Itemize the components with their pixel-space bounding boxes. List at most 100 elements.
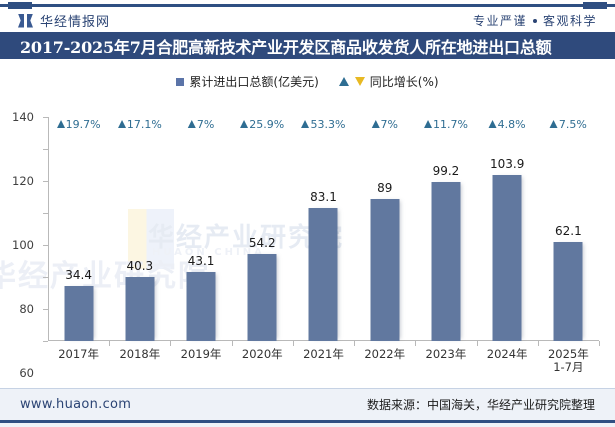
x-axis-category-label: 2023年 bbox=[415, 348, 476, 361]
growth-marker: 7% bbox=[187, 117, 215, 131]
growth-value-label: 17.1% bbox=[126, 117, 162, 131]
x-axis-label-line: 1-7月 bbox=[553, 360, 584, 374]
top-divider-right-cap bbox=[583, 2, 607, 9]
triangle-up-icon bbox=[371, 120, 380, 129]
bar-value-label: 43.1 bbox=[187, 254, 215, 269]
y-axis-tick-label: 140 bbox=[12, 110, 34, 124]
growth-marker: 4.8% bbox=[488, 117, 526, 131]
bar-group[interactable]: 43.1 7% bbox=[170, 117, 231, 341]
y-axis-tick: 100 bbox=[12, 181, 48, 252]
y-axis-tick-label: 100 bbox=[12, 238, 34, 252]
growth-value-label: 19.7% bbox=[65, 117, 101, 131]
x-axis-category-label: 2022年 bbox=[354, 348, 415, 361]
plot-area: 0 20 40 60 80 100 120 140 34.4 19.7% 40.3 17.1% 43.… bbox=[12, 110, 600, 380]
chart-panel: 华经产业研究院 华经产业研究院 华经产业研究院 HUAON CHINA 华经产业… bbox=[0, 59, 615, 427]
bar-group[interactable]: 62.1 7.5% bbox=[538, 117, 599, 341]
triangle-up-icon bbox=[301, 120, 310, 129]
x-axis-category-label: 2024年 bbox=[477, 348, 538, 361]
growth-value-label: 7% bbox=[380, 117, 398, 131]
bar[interactable] bbox=[186, 272, 216, 341]
x-axis-category-label: 2018年 bbox=[109, 348, 170, 361]
chart-legend: 累计进出口总额(亿美元) 同比增长(%) bbox=[0, 73, 615, 90]
legend-label-growth: 同比增长(%) bbox=[369, 75, 439, 89]
brand: 华经情报网 bbox=[18, 11, 110, 30]
legend-square-icon bbox=[176, 77, 185, 86]
x-axis-tick bbox=[354, 341, 356, 346]
footer-site-url[interactable]: www.huaon.com bbox=[20, 396, 132, 412]
x-axis-category-label: 2021年 bbox=[293, 348, 354, 361]
growth-marker: 7% bbox=[371, 117, 398, 131]
y-axis-tick: 40 bbox=[43, 277, 48, 278]
y-axis-tick: 20 bbox=[43, 309, 48, 310]
slogan-right: 客观科学 bbox=[542, 14, 597, 28]
bar[interactable] bbox=[553, 241, 583, 341]
triangle-down-icon bbox=[354, 77, 365, 86]
slogan-dot-icon bbox=[532, 18, 537, 23]
bar[interactable] bbox=[431, 182, 461, 341]
x-axis-tick bbox=[292, 341, 294, 346]
bar[interactable] bbox=[247, 254, 277, 341]
growth-value-label: 11.7% bbox=[432, 117, 468, 131]
top-divider bbox=[0, 4, 615, 7]
legend-item-growth[interactable]: 同比增长(%) bbox=[338, 73, 439, 90]
growth-marker: 53.3% bbox=[301, 117, 346, 131]
bar-group[interactable]: 89 7% bbox=[354, 117, 415, 341]
y-axis bbox=[48, 117, 49, 341]
bar-group[interactable]: 103.9 4.8% bbox=[477, 117, 538, 341]
bar[interactable] bbox=[64, 285, 94, 341]
y-axis-tick-label: 80 bbox=[19, 302, 34, 316]
growth-value-label: 4.8% bbox=[497, 117, 526, 131]
bar-group[interactable]: 83.1 53.3% bbox=[293, 117, 354, 341]
page-footer: www.huaon.com 数据来源：中国海关，华经产业研究院整理 bbox=[0, 388, 615, 427]
top-divider-left-cap bbox=[8, 2, 32, 9]
x-axis-label-line: 2020年 bbox=[241, 347, 283, 361]
x-axis-tick bbox=[537, 341, 539, 346]
footer-data-source: 数据来源：中国海关，华经产业研究院整理 bbox=[366, 397, 595, 412]
x-axis-tick bbox=[231, 341, 233, 346]
growth-marker: 19.7% bbox=[56, 117, 101, 131]
chart-title-bar: 2017-2025年7月合肥高新技术产业开发区商品收发货人所在地进出口总额 bbox=[0, 32, 615, 59]
growth-marker: 25.9% bbox=[240, 118, 284, 131]
x-axis-category-label: 2020年 bbox=[232, 348, 293, 361]
bar-group[interactable]: 54.2 25.9% bbox=[232, 117, 293, 341]
growth-marker: 11.7% bbox=[423, 117, 468, 131]
growth-value-label: 53.3% bbox=[310, 117, 346, 131]
bar[interactable] bbox=[492, 174, 522, 341]
bar-value-label: 89 bbox=[377, 180, 393, 195]
slogan-left: 专业严谨 bbox=[472, 14, 527, 28]
x-axis-label-line: 2021年 bbox=[303, 347, 344, 361]
x-axis-label-line: 2025年 bbox=[547, 347, 589, 361]
site-header: 华经情报网 专业严谨 客观科学 bbox=[0, 9, 615, 32]
y-axis-tick: 120 bbox=[12, 149, 48, 188]
bar[interactable] bbox=[125, 276, 155, 341]
legend-item-total[interactable]: 累计进出口总额(亿美元) bbox=[176, 73, 319, 90]
y-axis-tick: 60 bbox=[19, 245, 48, 380]
growth-value-label: 7% bbox=[196, 117, 215, 131]
bar-group[interactable]: 40.3 17.1% bbox=[109, 117, 170, 341]
x-axis-category-label: 2019年 bbox=[170, 348, 231, 361]
x-axis-label-line: 2017年 bbox=[58, 347, 99, 361]
bar-value-label: 34.4 bbox=[65, 267, 92, 282]
x-axis-tick bbox=[599, 341, 600, 346]
growth-marker: 7.5% bbox=[549, 118, 587, 131]
footer-row: www.huaon.com 数据来源：中国海关，华经产业研究院整理 bbox=[0, 389, 615, 419]
x-axis-tick bbox=[415, 341, 417, 346]
bar[interactable] bbox=[308, 208, 338, 341]
x-axis-category-label: 2017年 bbox=[48, 348, 109, 361]
bar[interactable] bbox=[370, 198, 400, 341]
bar-group[interactable]: 34.4 19.7% bbox=[48, 117, 109, 341]
footer-divider bbox=[0, 420, 615, 423]
triangle-up-icon bbox=[56, 120, 65, 129]
x-axis-tick bbox=[109, 341, 111, 346]
triangle-up-icon bbox=[338, 77, 349, 86]
y-axis-tick-label: 120 bbox=[12, 174, 34, 188]
x-axis-label-line: 2024年 bbox=[486, 347, 528, 361]
bar-group[interactable]: 99.2 11.7% bbox=[415, 117, 476, 341]
site-slogan: 专业严谨 客观科学 bbox=[473, 12, 597, 29]
x-axis-category-label: 2025年 1-7月 bbox=[538, 348, 599, 374]
triangle-up-icon bbox=[240, 120, 249, 129]
legend-label-total: 累计进出口总额(亿美元) bbox=[189, 75, 319, 89]
bar-value-label: 62.1 bbox=[555, 223, 582, 238]
y-axis-tick: 140 bbox=[12, 110, 48, 124]
